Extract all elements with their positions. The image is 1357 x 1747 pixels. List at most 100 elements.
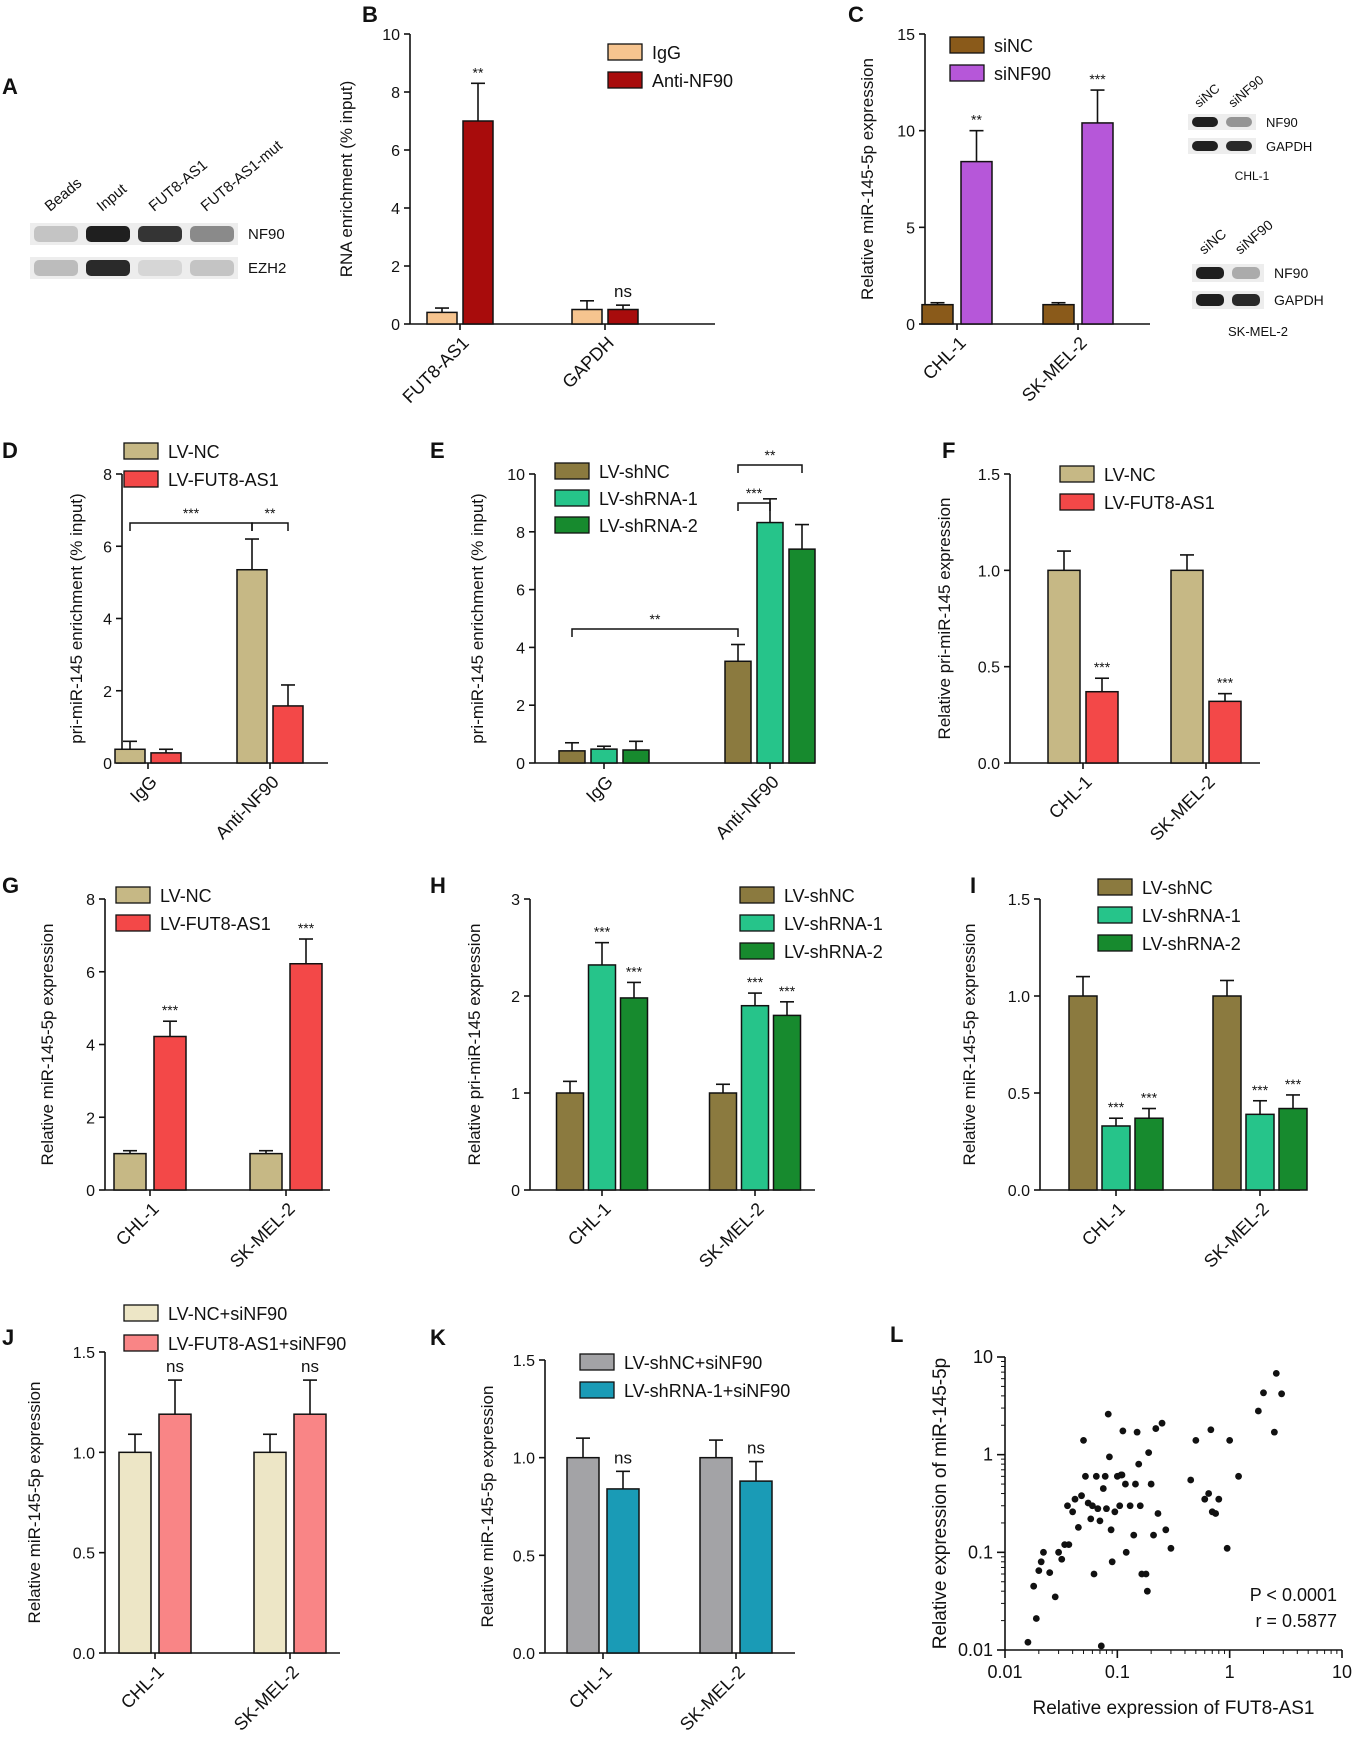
blot-band	[86, 260, 130, 276]
y-tick-label: 0.0	[978, 756, 1000, 773]
panel-j: J 0.0 0.5 1.0 1.5 Relative miR-145-5p express…	[2, 1304, 346, 1735]
blot-band	[190, 226, 234, 242]
scatter-point	[1101, 1472, 1109, 1480]
significance-label: ***	[298, 920, 315, 936]
scatter-point	[1089, 1502, 1096, 1510]
blot-lane-label: siNC	[1196, 226, 1230, 258]
bar	[566, 1456, 600, 1654]
significance-label: ***	[1252, 1082, 1269, 1098]
y-tick-label: 0.0	[73, 1646, 95, 1663]
x-tick-label: Anti-NF90	[211, 772, 282, 843]
y-tick-label: 1.5	[978, 467, 1000, 484]
scatter-point	[1226, 1436, 1234, 1444]
scatter-point	[1080, 1436, 1087, 1444]
panel-letter: B	[362, 2, 378, 27]
scatter-point	[1254, 1407, 1262, 1415]
significance-bracket	[129, 522, 253, 531]
legend-label: LV-shRNA-1+siNF90	[624, 1381, 790, 1401]
scatter-point	[1065, 1541, 1073, 1548]
blot-band	[138, 260, 182, 276]
bar	[590, 748, 618, 764]
legend-label: LV-FUT8-AS1	[160, 914, 271, 934]
y-tick-label: 8	[103, 467, 112, 484]
x-tick-label: 10	[1332, 1662, 1352, 1682]
legend-label: LV-FUT8-AS1+siNF90	[168, 1334, 346, 1354]
legend-swatch	[739, 886, 775, 904]
blot-band	[34, 226, 78, 242]
scatter-point	[1130, 1531, 1138, 1539]
scatter-point	[1119, 1427, 1127, 1435]
scatter-point	[1051, 1593, 1059, 1601]
y-tick-label: 0.1	[968, 1542, 993, 1562]
scatter-point	[1205, 1490, 1213, 1497]
scatter-point	[1024, 1638, 1032, 1646]
bar	[708, 1092, 738, 1191]
panel-a-letter: A	[2, 74, 18, 99]
legend-swatch	[115, 914, 151, 932]
y-tick-label: 0.5	[73, 1546, 95, 1563]
x-tick-label: SK-MEL-2	[226, 1199, 299, 1272]
panel-b: B 0 2 4 6 8 10 RNA enrichment (% input) FUT8-AS1…	[337, 2, 733, 407]
scatter-point	[1096, 1517, 1104, 1525]
bar	[150, 752, 182, 764]
legend-label: LV-NC	[1104, 465, 1156, 485]
blot-band	[190, 260, 234, 276]
x-tick-label: 0.1	[1105, 1662, 1130, 1682]
y-tick-label: 8	[391, 85, 400, 102]
significance-label: ns	[301, 1357, 319, 1376]
scatter-point	[1187, 1476, 1195, 1484]
blot-row-label: NF90	[1274, 265, 1308, 281]
legend-swatch	[123, 1304, 159, 1322]
blot-lane-label: FUT8-AS1-mut	[198, 137, 287, 215]
bar	[1245, 1113, 1275, 1191]
legend-swatch	[579, 1353, 615, 1371]
blot-lane-label: Beads	[42, 175, 86, 215]
legend-swatch	[554, 516, 590, 534]
legend-swatch	[579, 1381, 615, 1399]
scatter-point	[1278, 1390, 1286, 1398]
y-axis-label: Relative miR-145-5p expression	[38, 924, 57, 1166]
bar	[1081, 122, 1114, 325]
significance-label: ***	[594, 924, 611, 940]
scatter-point	[1037, 1558, 1045, 1566]
blot-lane-label: siNF90	[1225, 72, 1266, 110]
legend-label: LV-NC	[160, 886, 212, 906]
scatter-point	[1058, 1555, 1066, 1563]
blot-strip	[30, 257, 238, 279]
significance-label: **	[473, 64, 484, 80]
scatter-point	[1143, 1587, 1151, 1595]
legend-label: LV-shRNA-1	[784, 914, 883, 934]
scatter-point	[1064, 1502, 1071, 1510]
bar	[293, 1413, 327, 1654]
legend-label: LV-FUT8-AS1	[168, 470, 279, 490]
scatter-point	[1135, 1460, 1143, 1468]
y-tick-label: 1.0	[1008, 989, 1030, 1006]
blot-lane-label: siNC	[1191, 81, 1222, 111]
bar	[1068, 995, 1098, 1191]
blot-row-label: NF90	[248, 226, 285, 243]
blot-row-label: EZH2	[248, 260, 286, 277]
x-tick-label: Anti-NF90	[711, 772, 782, 843]
significance-label: **	[265, 505, 276, 521]
legend-swatch	[123, 442, 159, 460]
significance-label: ***	[183, 505, 200, 521]
y-tick-label: 8	[86, 892, 95, 909]
y-tick-label: 10	[507, 467, 525, 484]
scatter-point	[1082, 1472, 1089, 1480]
scatter-point	[1055, 1548, 1062, 1556]
legend-swatch	[739, 914, 775, 932]
y-tick-label: 1.5	[1008, 892, 1030, 909]
x-tick-label: CHL-1	[1045, 772, 1096, 823]
blot-band	[1226, 141, 1252, 151]
scatter-point	[1122, 1548, 1130, 1556]
legend-swatch	[949, 36, 985, 54]
x-tick-label: CHL-1	[1078, 1199, 1129, 1250]
bar	[113, 1152, 147, 1191]
y-tick-label: 0	[906, 317, 915, 334]
x-tick-label: IgG	[126, 772, 161, 807]
y-tick-label: 0	[516, 756, 525, 773]
panel-i: I 0.0 0.5 1.0 1.5 Relative miR-145-5p express…	[960, 873, 1308, 1272]
bar	[1101, 1125, 1131, 1191]
bar	[272, 705, 304, 764]
legend-swatch	[607, 71, 643, 89]
